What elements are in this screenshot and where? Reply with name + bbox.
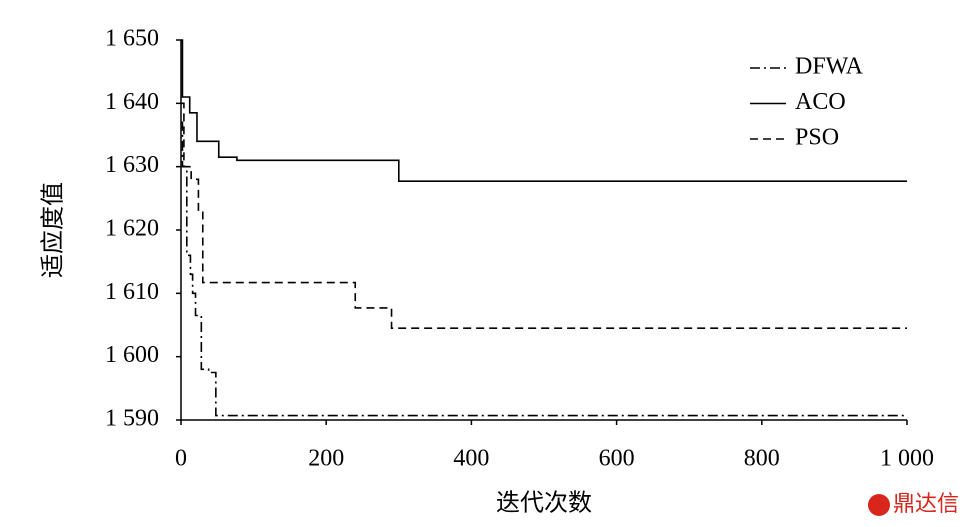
series-line [181,39,907,183]
x-tick-label: 200 [308,446,344,472]
series-line [181,121,907,417]
y-axis-label: 适应度值 [40,182,67,278]
watermark: 鼎达信 [893,492,959,517]
x-tick-label: 600 [599,446,635,472]
legend-label: DFWA [795,54,864,80]
y-tick-label: 1 650 [105,26,159,52]
y-tick-label: 1 640 [105,89,159,115]
y-tick-label: 1 630 [105,152,159,178]
x-tick-label: 800 [744,446,780,472]
series-line [181,102,907,329]
y-tick-label: 1 620 [105,216,159,242]
watermark-logo [868,494,890,516]
y-tick-label: 1 600 [105,342,159,368]
x-axis-label: 迭代次数 [496,490,592,517]
x-tick-label: 0 [175,446,187,472]
x-tick-label: 400 [453,446,489,472]
y-tick-label: 1 590 [105,406,159,432]
legend-label: ACO [795,89,846,115]
legend-label: PSO [795,125,839,151]
x-tick-label: 1 000 [880,446,934,472]
y-tick-label: 1 610 [105,279,159,305]
